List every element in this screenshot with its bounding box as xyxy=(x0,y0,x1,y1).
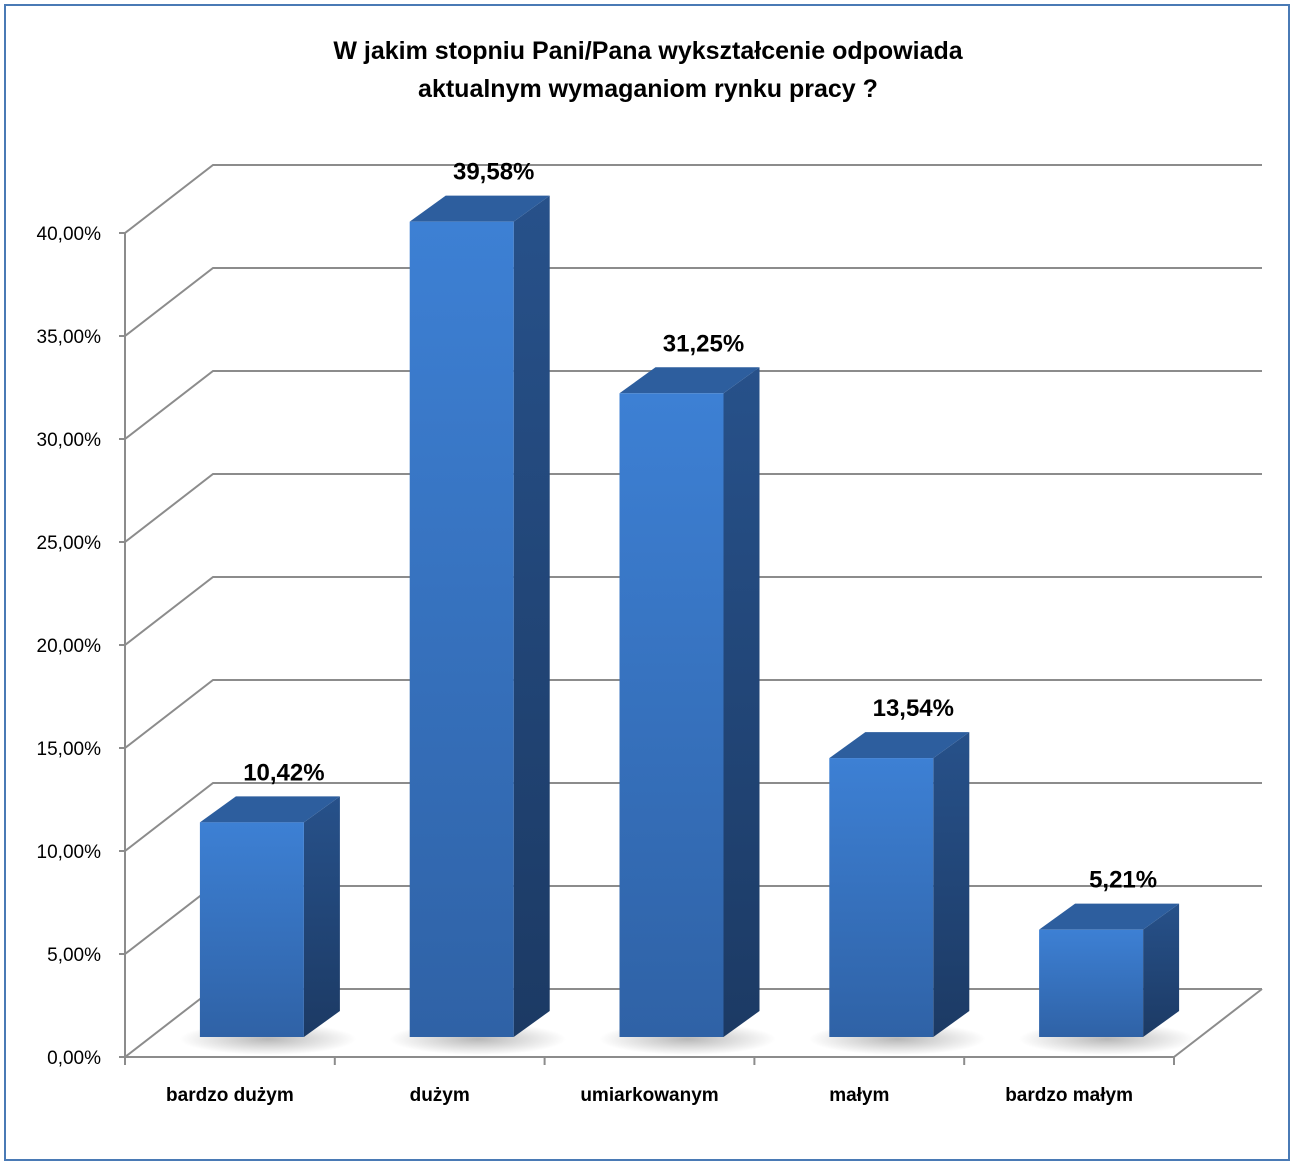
bar-side xyxy=(303,796,340,1037)
y-tick-label: 35,00% xyxy=(37,327,102,348)
bar-front xyxy=(619,393,724,1037)
gridline xyxy=(124,164,1262,234)
bar-top xyxy=(1039,903,1180,930)
bar-top xyxy=(409,195,550,222)
bar-front xyxy=(1039,929,1144,1037)
bar xyxy=(179,796,357,1055)
bars xyxy=(179,195,1196,1055)
bar-front xyxy=(199,822,304,1037)
data-label: 10,42% xyxy=(243,759,324,786)
y-tick-label: 15,00% xyxy=(37,739,102,760)
data-label: 13,54% xyxy=(873,695,954,722)
bar-top xyxy=(199,796,340,823)
bar xyxy=(389,195,567,1055)
data-label: 5,21% xyxy=(1089,867,1157,894)
x-tick-label: bardzo małym xyxy=(1005,1085,1133,1106)
gridline xyxy=(124,267,1262,337)
y-tick-label: 25,00% xyxy=(37,533,102,554)
y-tick-label: 30,00% xyxy=(37,430,102,451)
y-axis: 0,00% 5,00% 10,00% 15,00% 20,00% 25,00% 30,00%… xyxy=(37,224,126,1069)
bar xyxy=(599,367,776,1055)
chart-title: W jakim stopniu Pani/Pana wykształcenie … xyxy=(333,37,963,103)
floor-left-edge xyxy=(124,988,214,1058)
y-tick-label: 20,00% xyxy=(37,636,102,657)
bar xyxy=(1018,903,1196,1055)
gridline xyxy=(124,576,1262,646)
bar-side xyxy=(723,367,760,1037)
data-label: 31,25% xyxy=(663,330,744,357)
data-labels: 10,42% 39,58% 31,25% 13,54% 5,21% xyxy=(243,159,1157,894)
bar-front xyxy=(409,221,514,1038)
gridline xyxy=(124,473,1262,543)
bar-side xyxy=(513,195,550,1038)
bar-side xyxy=(1143,903,1180,1037)
bar-side xyxy=(933,732,970,1037)
floor-right-edge xyxy=(1173,988,1263,1058)
bar-top xyxy=(829,732,970,759)
gridline xyxy=(124,679,1262,749)
x-axis-labels: bardzo dużym dużym umiarkowanym małym bardzo… xyxy=(124,1057,1175,1106)
x-tick-label: umiarkowanym xyxy=(580,1085,718,1106)
bar-top xyxy=(619,367,760,394)
gridline xyxy=(124,370,1262,440)
y-tick-label: 40,00% xyxy=(37,224,102,245)
x-tick-label: małym xyxy=(829,1085,889,1106)
bar-front xyxy=(829,758,934,1037)
bar xyxy=(808,732,986,1055)
y-tick-label: 0,00% xyxy=(47,1048,101,1069)
y-tick-label: 10,00% xyxy=(37,842,102,863)
data-label: 39,58% xyxy=(453,159,534,186)
x-tick-label: bardzo dużym xyxy=(166,1085,294,1106)
x-tick-label: dużym xyxy=(410,1085,470,1106)
y-tick-label: 5,00% xyxy=(47,945,101,966)
